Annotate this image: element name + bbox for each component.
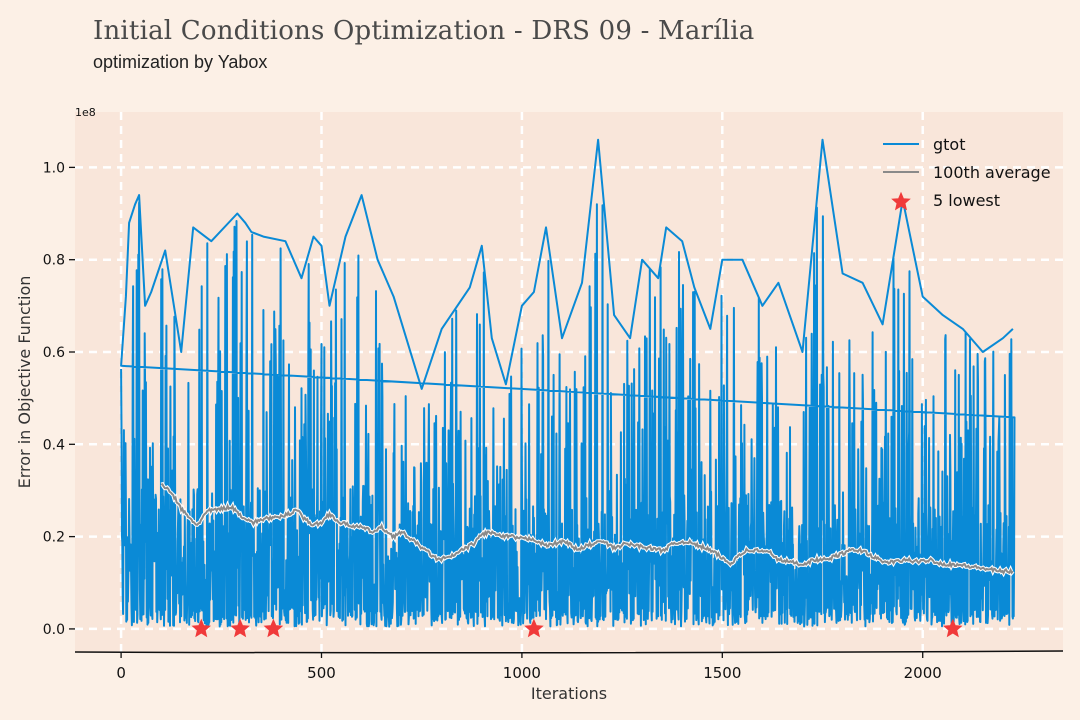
x-tick-label-0: 0 (116, 664, 126, 682)
lowest-point-1 (230, 618, 250, 638)
chart-subtitle: optimization by Yabox (93, 52, 268, 72)
y-tick-label-0: 0.0 (43, 622, 65, 638)
y-tick-label-4: 0.8 (43, 253, 65, 269)
legend-label-0: gtot (933, 135, 966, 154)
lowest-point-2 (263, 618, 284, 638)
x-tick-label-2: 1000 (503, 664, 541, 682)
y-offset-label: 1e8 (75, 106, 96, 119)
y-tick-label-5: 1.0 (43, 160, 65, 176)
x-axis-label: Iterations (531, 684, 607, 703)
y-axis-label: Error in Objective Function (15, 276, 34, 489)
y-tick-label-2: 0.4 (43, 437, 65, 453)
legend-lowest-swatch (891, 191, 911, 211)
x-axis-line (74, 650, 1064, 654)
lowest-point-3 (524, 618, 544, 638)
legend-label-2: 5 lowest (933, 191, 1000, 210)
legend-label-1: 100th average (933, 163, 1051, 182)
y-tick-label-1: 0.2 (43, 530, 65, 546)
series-layer (120, 138, 1016, 638)
lowest-point-4 (942, 618, 963, 638)
legend: gtot 100th average 5 lowest (883, 135, 1051, 211)
series-gtot-line (120, 138, 1016, 628)
x-tick-label-4: 2000 (904, 664, 942, 682)
x-tick-label-3: 1500 (703, 664, 741, 682)
series-100th-average-line (160, 483, 1014, 576)
x-tick-label-1: 500 (307, 664, 336, 682)
y-tick-label-3: 0.6 (43, 345, 65, 361)
lowest-point-0 (191, 618, 212, 638)
axes: 0 500 1000 1500 2000 0.0 0.2 0.4 0.6 0.8 1.0 (43, 160, 1064, 682)
chart-title: Initial Conditions Optimization - DRS 09… (93, 16, 755, 46)
